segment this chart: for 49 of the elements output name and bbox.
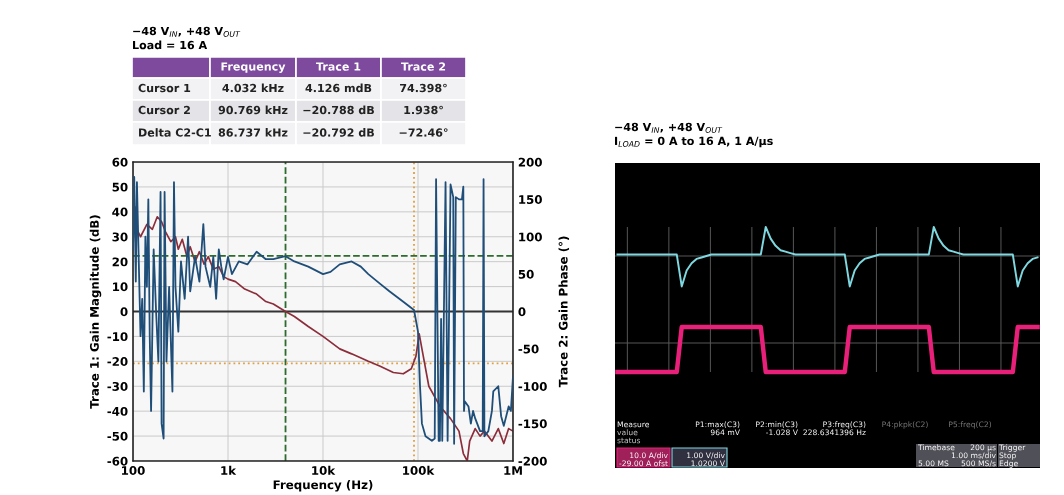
chart-title: −48 V$_{IN}$, +48 V$_{OUT}$ bbox=[615, 122, 723, 133]
text: 90.769 kHz bbox=[218, 105, 288, 115]
x-tick-label: 1M bbox=[504, 466, 522, 475]
y-tick-label: -10 bbox=[107, 332, 128, 342]
y2-tick-label: 100 bbox=[519, 232, 542, 242]
text: −20.788 dB bbox=[303, 105, 374, 115]
text: Frequency bbox=[221, 62, 286, 73]
y-tick-label: -20 bbox=[107, 357, 128, 366]
chart-subtitle: I$_{LOAD}$ = 0 A to 16 A, 1 A/µs bbox=[615, 136, 773, 148]
y-axis-title: Trace 1: Gain Magnitude (dB) bbox=[89, 215, 102, 409]
y-tick-label: 50 bbox=[112, 182, 128, 192]
chart-title: −48 V$_{IN}$, +48 V$_{OUT}$ bbox=[133, 26, 241, 37]
chart-subtitle: Load = 16 A bbox=[133, 40, 208, 50]
y-tick-label: 40 bbox=[112, 207, 128, 217]
x-tick-label: 1k bbox=[221, 465, 237, 475]
text: 4.126 mdB bbox=[305, 83, 372, 93]
y-tick-label: 0 bbox=[120, 307, 128, 317]
text: Trace 2 bbox=[401, 62, 446, 71]
y-tick-label: -60 bbox=[107, 456, 128, 466]
x-tick-label: 100 bbox=[122, 466, 145, 475]
y-tick-label: -50 bbox=[107, 431, 128, 441]
y2-axis-title: Trace 2: Gain Phase (°) bbox=[558, 236, 570, 388]
text: Trace 1 bbox=[316, 62, 361, 71]
text: Cursor 1 bbox=[138, 83, 191, 93]
x-tick-label: 10k bbox=[312, 465, 336, 475]
text: 1.938° bbox=[404, 105, 443, 115]
y-tick-label: 20 bbox=[112, 257, 128, 267]
y2-tick-label: 0 bbox=[518, 307, 526, 317]
y-tick-label: 30 bbox=[112, 232, 128, 242]
y-tick-label: -30 bbox=[107, 381, 128, 391]
y2-tick-label: 200 bbox=[518, 157, 542, 167]
y2-tick-label: 150 bbox=[519, 195, 542, 205]
y2-tick-label: -150 bbox=[518, 419, 547, 429]
text: 86.737 kHz bbox=[218, 128, 288, 137]
y-tick-label: 60 bbox=[112, 157, 128, 167]
text: Cursor 2 bbox=[138, 105, 190, 115]
text: Delta C2-C1 bbox=[139, 128, 211, 137]
x-axis-title: Frequency (Hz) bbox=[273, 480, 373, 492]
y2-tick-label: 50 bbox=[518, 269, 534, 279]
text: 4.032 kHz bbox=[222, 83, 284, 93]
y-tick-label: -40 bbox=[107, 406, 128, 416]
y2-tick-label: -200 bbox=[518, 456, 547, 466]
text: −20.792 dB bbox=[303, 128, 374, 137]
y-tick-label: 10 bbox=[113, 282, 128, 292]
text: −72.46° bbox=[399, 128, 448, 137]
y2-tick-label: -50 bbox=[518, 344, 539, 354]
y2-tick-label: -100 bbox=[518, 381, 547, 391]
text: 74.398° bbox=[400, 83, 447, 93]
x-tick-label: 100k bbox=[403, 465, 435, 475]
